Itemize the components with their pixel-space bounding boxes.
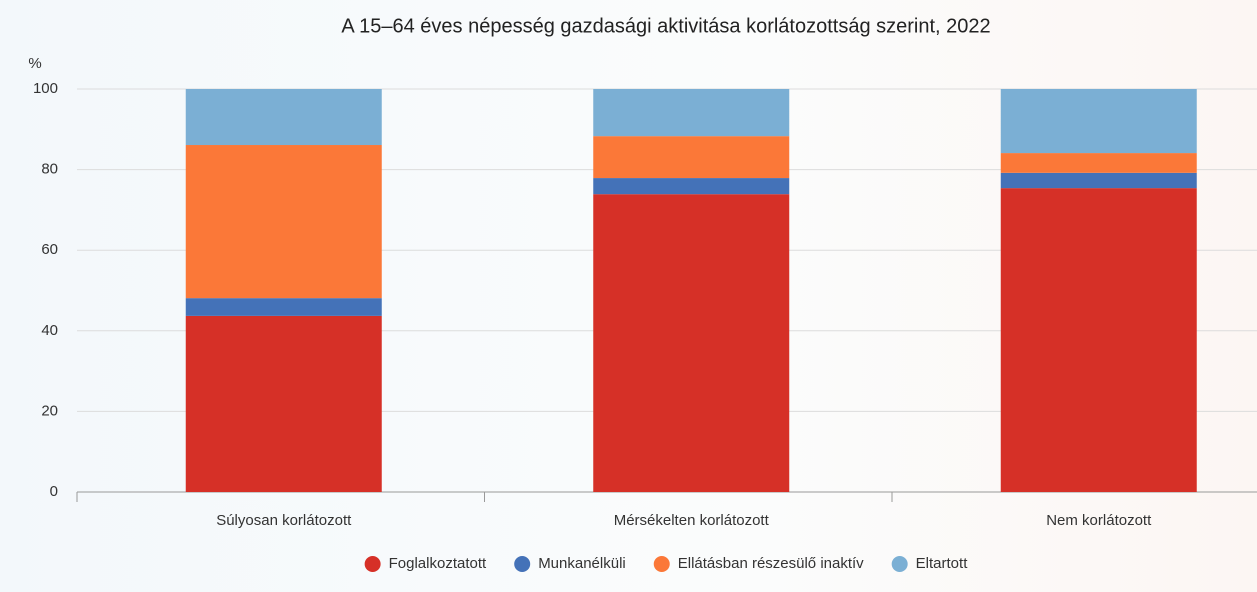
bar-segment <box>593 178 790 195</box>
x-tick-label: Mérsékelten korlátozott <box>614 512 770 529</box>
bar-segment <box>185 145 382 299</box>
chart-title: A 15–64 éves népesség gazdasági aktivitá… <box>341 15 990 37</box>
bar-segment <box>593 89 790 137</box>
y-tick-label: 20 <box>41 402 58 419</box>
legend-marker <box>653 556 670 572</box>
legend-label: Munkanélküli <box>538 555 626 572</box>
bar-segment <box>1000 153 1197 173</box>
legend-label: Ellátásban részesülő inaktív <box>678 555 864 572</box>
x-tick-label: Súlyosan korlátozott <box>216 512 352 529</box>
legend-marker <box>364 556 381 572</box>
bar-segment <box>185 89 382 146</box>
y-tick-label: 80 <box>41 161 58 178</box>
bar-segment <box>185 298 382 316</box>
bar-segment <box>185 315 382 492</box>
legend-marker <box>891 556 908 572</box>
bar-segment <box>1000 172 1197 189</box>
legend-label: Eltartott <box>916 555 969 572</box>
bar-segment <box>1000 89 1197 154</box>
y-tick-label: 60 <box>41 241 58 258</box>
legend-marker <box>514 556 531 572</box>
bar-segment <box>593 136 790 179</box>
y-axis-label: % <box>28 55 41 72</box>
legend-label: Foglalkoztatott <box>389 555 487 572</box>
x-tick-label: Nem korlátozott <box>1046 512 1152 529</box>
y-tick-label: 40 <box>41 322 58 339</box>
y-tick-label: 0 <box>50 483 58 500</box>
bar-segment <box>593 194 790 493</box>
y-tick-label: 100 <box>33 80 58 97</box>
bar-segment <box>1000 188 1197 492</box>
